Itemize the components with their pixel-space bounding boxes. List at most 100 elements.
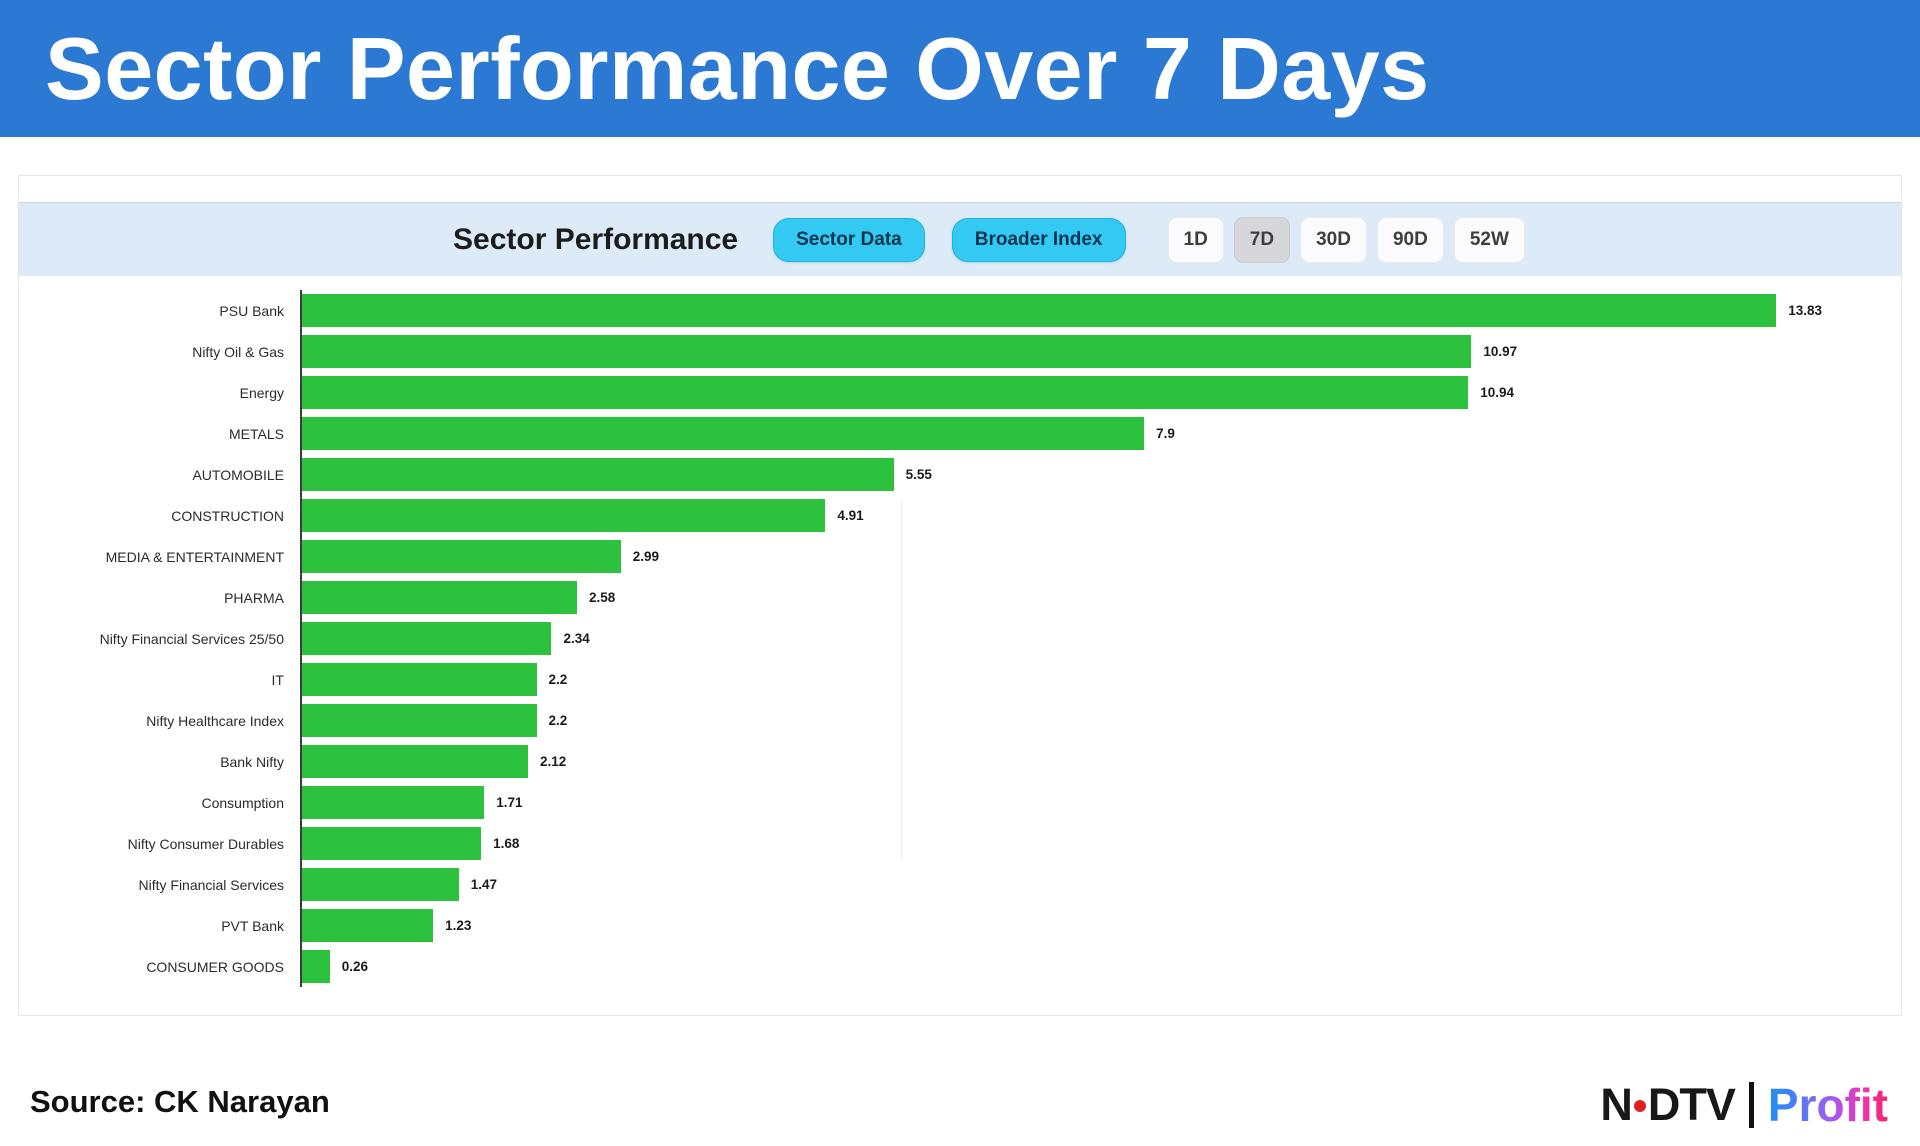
chart-row: CONSTRUCTION 4.91	[19, 495, 1901, 536]
value-label: 1.68	[493, 836, 520, 851]
faint-gridline	[901, 500, 902, 860]
value-bar[interactable]	[302, 417, 1145, 450]
value-bar[interactable]	[302, 868, 459, 901]
category-label: CONSTRUCTION	[171, 507, 284, 524]
chart-title: Sector Performance	[453, 222, 739, 256]
category-label: IT	[271, 671, 284, 688]
value-bar[interactable]	[302, 950, 330, 983]
profit-wordmark: Profit	[1767, 1079, 1888, 1131]
category-label: CONSUMER GOODS	[146, 958, 284, 975]
chart-toolbar: Sector Performance Sector Data Broader I…	[19, 202, 1901, 276]
chart-row: Nifty Financial Services 25/50 2.34	[19, 618, 1901, 659]
chart-row: CONSUMER GOODS 0.26	[19, 946, 1901, 987]
chart-row: Nifty Financial Services 1.47	[19, 864, 1901, 905]
category-label: Nifty Consumer Durables	[127, 835, 284, 852]
value-label: 1.23	[445, 918, 472, 933]
value-label: 2.12	[539, 754, 567, 769]
value-bar[interactable]	[302, 745, 528, 778]
chart-row: PHARMA 2.58	[19, 577, 1901, 618]
range-button-90d[interactable]: 90D	[1376, 216, 1444, 263]
category-label: Bank Nifty	[220, 753, 284, 770]
plot-area: 1.71	[300, 782, 1901, 823]
value-bar[interactable]	[302, 581, 578, 614]
page-title: Sector Performance Over 7 Days	[45, 18, 1430, 118]
value-label: 7.9	[1156, 426, 1175, 441]
plot-area: 5.55	[300, 454, 1901, 495]
plot-area: 1.47	[300, 864, 1901, 905]
value-bar[interactable]	[302, 376, 1469, 409]
plot-area: 13.83	[300, 290, 1901, 331]
chart-row: Nifty Healthcare Index 2.2	[19, 700, 1901, 741]
value-label: 1.47	[470, 877, 497, 892]
ndtv-wordmark: N DTV	[1600, 1079, 1736, 1131]
time-range-group: 1D 7D 30D 90D 52W	[1167, 216, 1525, 263]
category-label: Nifty Financial Services	[138, 876, 285, 893]
ndtv-profit-logo: N DTV Profit	[1600, 1078, 1888, 1132]
value-bar[interactable]	[302, 499, 826, 532]
category-label: Nifty Oil & Gas	[192, 343, 284, 360]
range-button-1d[interactable]: 1D	[1167, 216, 1224, 263]
value-bar[interactable]	[302, 663, 537, 696]
plot-area: 2.34	[300, 618, 1901, 659]
plot-area: 10.97	[300, 331, 1901, 372]
plot-area: 1.68	[300, 823, 1901, 864]
category-label: Nifty Healthcare Index	[146, 712, 284, 729]
plot-area: 2.12	[300, 741, 1901, 782]
value-label: 2.2	[548, 672, 568, 687]
category-label: AUTOMOBILE	[192, 466, 284, 483]
category-label: Consumption	[201, 794, 285, 811]
value-label: 2.99	[632, 549, 659, 564]
category-label: Nifty Financial Services 25/50	[99, 630, 284, 647]
chart-row: AUTOMOBILE 5.55	[19, 454, 1901, 495]
value-bar[interactable]	[302, 458, 894, 491]
broader-index-button[interactable]: Broader Index	[951, 217, 1126, 262]
value-bar[interactable]	[302, 335, 1472, 368]
ndtv-letter-n: N	[1600, 1079, 1632, 1130]
chart-row: METALS 7.9	[19, 413, 1901, 454]
chart-panel: Sector Performance Sector Data Broader I…	[18, 175, 1902, 1016]
chart-row: Bank Nifty 2.12	[19, 741, 1901, 782]
plot-area: 1.23	[300, 905, 1901, 946]
value-label: 10.94	[1480, 385, 1514, 400]
value-label: 13.83	[1788, 303, 1823, 318]
range-button-7d[interactable]: 7D	[1233, 216, 1291, 263]
range-button-52w[interactable]: 52W	[1453, 216, 1525, 263]
category-label: METALS	[229, 425, 284, 442]
value-bar[interactable]	[302, 622, 552, 655]
category-label: PSU Bank	[219, 302, 284, 319]
panel-top-padding	[19, 176, 1901, 202]
value-bar[interactable]	[302, 294, 1777, 327]
chart-row: Consumption 1.71	[19, 782, 1901, 823]
chart-row: IT 2.2	[19, 659, 1901, 700]
value-label: 2.58	[589, 590, 616, 605]
category-label: MEDIA & ENTERTAINMENT	[105, 548, 284, 565]
sector-data-button[interactable]: Sector Data	[773, 217, 925, 262]
chart-row: MEDIA & ENTERTAINMENT 2.99	[19, 536, 1901, 577]
plot-area: 7.9	[300, 413, 1901, 454]
plot-area: 4.91	[300, 495, 1901, 536]
value-label: 2.34	[563, 631, 590, 646]
plot-area: 10.94	[300, 372, 1901, 413]
value-label: 10.97	[1483, 344, 1518, 359]
value-bar[interactable]	[302, 786, 485, 819]
range-button-30d[interactable]: 30D	[1300, 216, 1367, 263]
plot-area: 2.2	[300, 659, 1901, 700]
source-credit: Source: CK Narayan	[30, 1084, 330, 1119]
value-bar[interactable]	[302, 827, 482, 860]
category-label: PVT Bank	[221, 917, 284, 934]
value-bar[interactable]	[302, 704, 537, 737]
logo-divider	[1748, 1082, 1754, 1128]
chart-row: PVT Bank 1.23	[19, 905, 1901, 946]
ndtv-letters-dtv: DTV	[1647, 1079, 1736, 1130]
plot-area: 2.2	[300, 700, 1901, 741]
header-banner: Sector Performance Over 7 Days	[0, 0, 1920, 137]
value-label: 4.91	[837, 508, 864, 523]
chart-row: Nifty Oil & Gas 10.97	[19, 331, 1901, 372]
chart-row: Nifty Consumer Durables 1.68	[19, 823, 1901, 864]
value-label: 5.55	[905, 467, 932, 482]
value-bar[interactable]	[302, 540, 621, 573]
red-dot-icon	[1633, 1100, 1646, 1112]
plot-area: 0.26	[300, 946, 1901, 987]
value-bar[interactable]	[302, 909, 434, 942]
plot-area: 2.58	[300, 577, 1901, 618]
